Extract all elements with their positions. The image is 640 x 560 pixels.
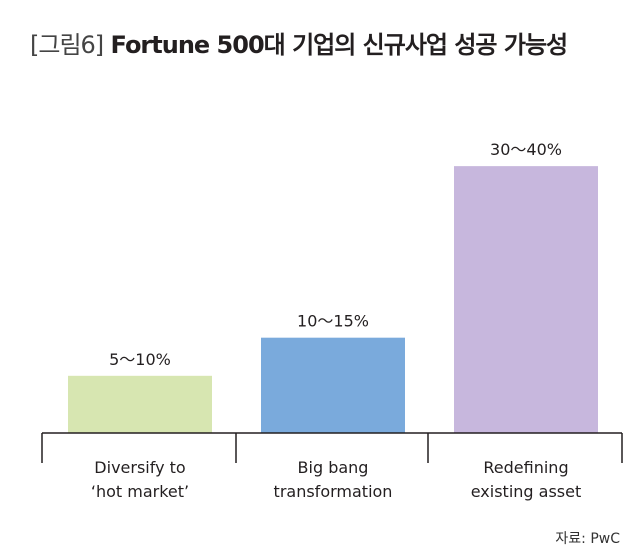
data-label-2: 10～15% — [297, 312, 369, 331]
category-label-2-line-2: transformation — [274, 482, 393, 501]
bar-2 — [261, 337, 405, 433]
data-label-3: 30～40% — [490, 140, 562, 159]
category-label-3-line-2: existing asset — [471, 482, 582, 501]
figure-tag: [그림6] — [30, 31, 104, 59]
source-note: 자료: PwC — [555, 531, 620, 547]
category-label-3-line-1: Redefining — [483, 458, 568, 477]
category-label-1-line-1: Diversify to — [94, 458, 185, 477]
chart-title: [그림6] Fortune 500대 기업의 신규사업 성공 가능성 — [30, 25, 569, 60]
figure-title-text: Fortune 500대 기업의 신규사업 성공 가능성 — [110, 31, 569, 59]
bar-3 — [454, 166, 598, 433]
category-label-2-line-1: Big bang — [298, 458, 369, 477]
category-label-1-line-2: ‘hot market’ — [91, 482, 189, 501]
bar-1 — [68, 375, 212, 433]
data-label-1: 5～10% — [109, 350, 171, 369]
